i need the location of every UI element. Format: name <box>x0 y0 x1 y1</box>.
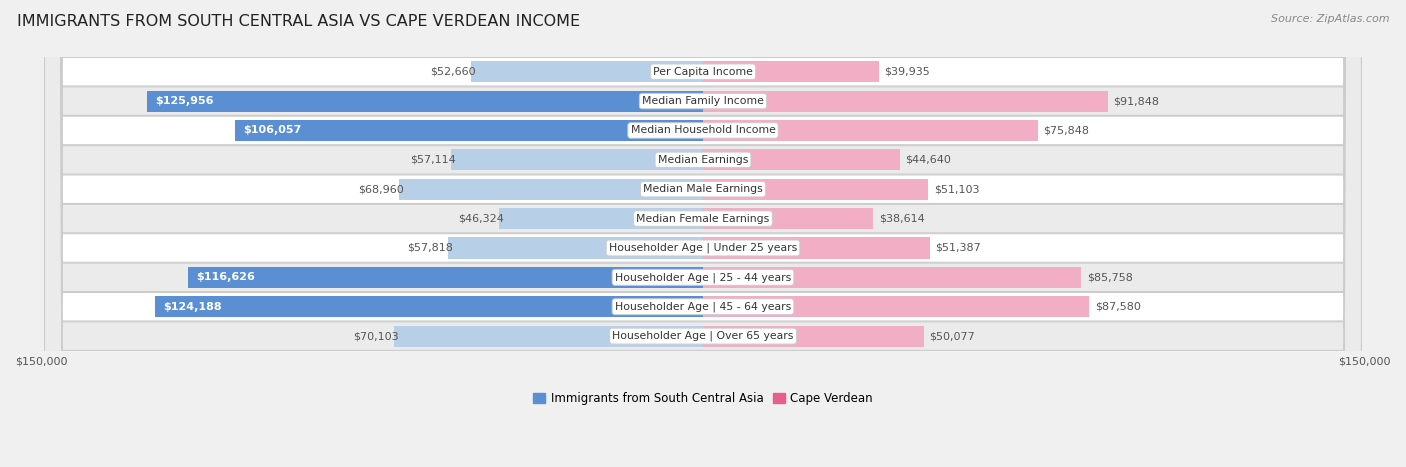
Text: $116,626: $116,626 <box>197 272 256 283</box>
Text: $75,848: $75,848 <box>1043 126 1088 135</box>
Bar <box>703 179 928 200</box>
Bar <box>499 208 703 229</box>
Bar <box>703 61 879 82</box>
Bar <box>235 120 703 141</box>
Text: Householder Age | 45 - 64 years: Householder Age | 45 - 64 years <box>614 302 792 312</box>
Bar <box>703 149 900 170</box>
FancyBboxPatch shape <box>45 0 1361 467</box>
Text: $70,103: $70,103 <box>353 331 399 341</box>
Bar <box>471 61 703 82</box>
Text: $50,077: $50,077 <box>929 331 974 341</box>
Text: Median Household Income: Median Household Income <box>630 126 776 135</box>
Text: $51,103: $51,103 <box>934 184 979 194</box>
FancyBboxPatch shape <box>45 0 1361 467</box>
Text: Householder Age | Over 65 years: Householder Age | Over 65 years <box>612 331 794 341</box>
Text: $57,114: $57,114 <box>411 155 457 165</box>
Bar <box>155 296 703 317</box>
Text: $51,387: $51,387 <box>935 243 981 253</box>
Text: $46,324: $46,324 <box>458 213 503 224</box>
Text: Median Earnings: Median Earnings <box>658 155 748 165</box>
Text: Source: ZipAtlas.com: Source: ZipAtlas.com <box>1271 14 1389 24</box>
Text: $38,614: $38,614 <box>879 213 924 224</box>
Bar <box>449 237 703 259</box>
Bar <box>703 91 1108 112</box>
Bar <box>188 267 703 288</box>
Bar <box>703 325 924 347</box>
Bar <box>703 296 1090 317</box>
Bar <box>148 91 703 112</box>
Text: $87,580: $87,580 <box>1095 302 1140 311</box>
Text: $91,848: $91,848 <box>1114 96 1160 106</box>
Bar <box>703 120 1038 141</box>
FancyBboxPatch shape <box>45 0 1361 467</box>
Bar <box>451 149 703 170</box>
FancyBboxPatch shape <box>45 0 1361 467</box>
Bar <box>703 208 873 229</box>
Text: $85,758: $85,758 <box>1087 272 1132 283</box>
FancyBboxPatch shape <box>45 0 1361 467</box>
Text: Per Capita Income: Per Capita Income <box>652 67 754 77</box>
Text: $39,935: $39,935 <box>884 67 931 77</box>
Text: $68,960: $68,960 <box>359 184 404 194</box>
Bar <box>394 325 703 347</box>
Text: IMMIGRANTS FROM SOUTH CENTRAL ASIA VS CAPE VERDEAN INCOME: IMMIGRANTS FROM SOUTH CENTRAL ASIA VS CA… <box>17 14 581 29</box>
Bar <box>703 237 929 259</box>
Text: Householder Age | Under 25 years: Householder Age | Under 25 years <box>609 243 797 253</box>
Text: $125,956: $125,956 <box>155 96 214 106</box>
FancyBboxPatch shape <box>45 0 1361 467</box>
FancyBboxPatch shape <box>45 0 1361 467</box>
Text: $44,640: $44,640 <box>905 155 950 165</box>
Legend: Immigrants from South Central Asia, Cape Verdean: Immigrants from South Central Asia, Cape… <box>529 387 877 410</box>
Text: Householder Age | 25 - 44 years: Householder Age | 25 - 44 years <box>614 272 792 283</box>
Text: $124,188: $124,188 <box>163 302 222 311</box>
FancyBboxPatch shape <box>45 0 1361 467</box>
Text: Median Male Earnings: Median Male Earnings <box>643 184 763 194</box>
Bar <box>399 179 703 200</box>
Text: Median Family Income: Median Family Income <box>643 96 763 106</box>
Text: Median Female Earnings: Median Female Earnings <box>637 213 769 224</box>
Bar <box>703 267 1081 288</box>
FancyBboxPatch shape <box>45 0 1361 467</box>
Text: $52,660: $52,660 <box>430 67 477 77</box>
Text: $106,057: $106,057 <box>243 126 301 135</box>
Text: $57,818: $57,818 <box>408 243 453 253</box>
FancyBboxPatch shape <box>45 0 1361 467</box>
